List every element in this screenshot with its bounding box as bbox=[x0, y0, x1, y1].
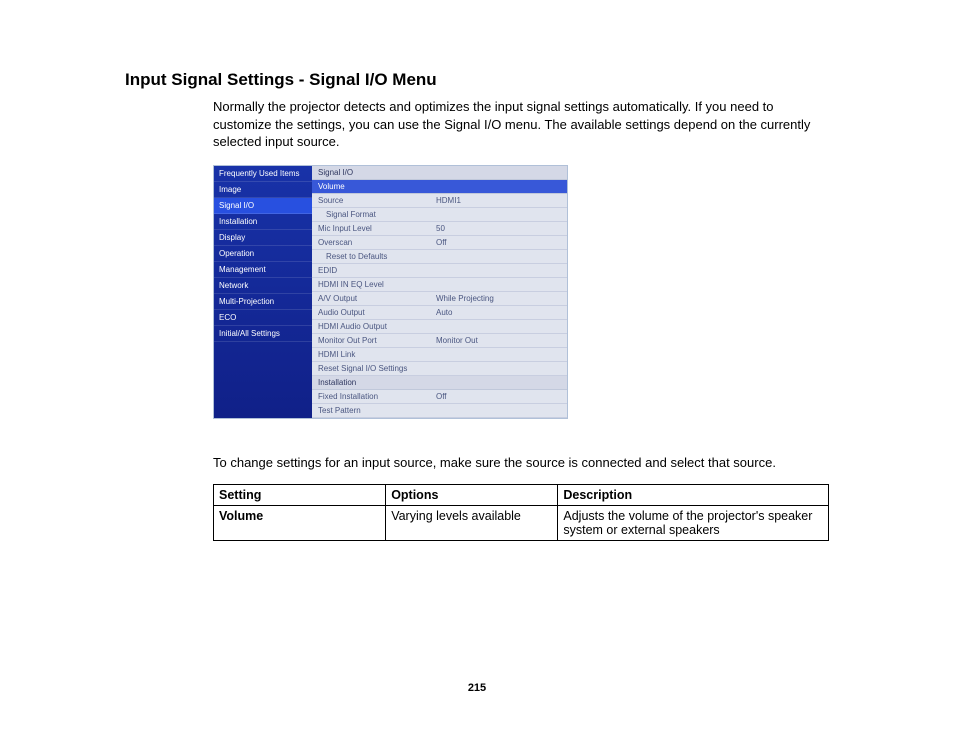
menu-row: OverscanOff bbox=[312, 236, 567, 250]
table-header-row: Setting Options Description bbox=[214, 484, 829, 505]
menu-row-label: Audio Output bbox=[318, 308, 436, 317]
page-number: 215 bbox=[0, 682, 954, 694]
sidebar-item: Image bbox=[214, 182, 312, 198]
section-header: Signal I/O bbox=[312, 166, 567, 180]
menu-row: Audio OutputAuto bbox=[312, 306, 567, 320]
table-cell-options: Varying levels available bbox=[386, 505, 558, 540]
menu-row: HDMI IN EQ Level bbox=[312, 278, 567, 292]
table-header: Description bbox=[558, 484, 829, 505]
menu-row-label: HDMI IN EQ Level bbox=[318, 280, 436, 289]
menu-row-label: HDMI Link bbox=[318, 350, 436, 359]
menu-row-value: Off bbox=[436, 392, 567, 401]
sidebar-item: Management bbox=[214, 262, 312, 278]
menu-row: Mic Input Level50 bbox=[312, 222, 567, 236]
menu-row-value: 50 bbox=[436, 224, 567, 233]
menu-row-label: Fixed Installation bbox=[318, 392, 436, 401]
menu-row-value: Monitor Out bbox=[436, 336, 567, 345]
table-row: VolumeVarying levels availableAdjusts th… bbox=[214, 505, 829, 540]
menu-row-label: Reset to Defaults bbox=[318, 252, 436, 261]
section-header: Installation bbox=[312, 376, 567, 390]
menu-row: Monitor Out PortMonitor Out bbox=[312, 334, 567, 348]
menu-row-label: HDMI Audio Output bbox=[318, 322, 436, 331]
menu-row-label: Signal Format bbox=[318, 210, 436, 219]
sidebar-item: Installation bbox=[214, 214, 312, 230]
menu-sidebar: Frequently Used ItemsImageSignal I/OInst… bbox=[214, 166, 312, 418]
menu-row-label: Monitor Out Port bbox=[318, 336, 436, 345]
menu-row: Reset Signal I/O Settings bbox=[312, 362, 567, 376]
menu-row-value bbox=[436, 252, 567, 261]
sidebar-item: Frequently Used Items bbox=[214, 166, 312, 182]
menu-row: EDID bbox=[312, 264, 567, 278]
sidebar-item: Signal I/O bbox=[214, 198, 312, 214]
table-header: Setting bbox=[214, 484, 386, 505]
menu-row: SourceHDMI1 bbox=[312, 194, 567, 208]
menu-row-label: A/V Output bbox=[318, 294, 436, 303]
sidebar-item: Operation bbox=[214, 246, 312, 262]
sidebar-item: Display bbox=[214, 230, 312, 246]
menu-row-value: HDMI1 bbox=[436, 196, 567, 205]
menu-row: HDMI Link bbox=[312, 348, 567, 362]
table-cell-description: Adjusts the volume of the projector's sp… bbox=[558, 505, 829, 540]
menu-screenshot: Frequently Used ItemsImageSignal I/OInst… bbox=[213, 165, 568, 419]
menu-row-value bbox=[436, 280, 567, 289]
menu-row: Fixed InstallationOff bbox=[312, 390, 567, 404]
table-cell-setting: Volume bbox=[214, 505, 386, 540]
page-heading: Input Signal Settings - Signal I/O Menu bbox=[125, 70, 829, 90]
menu-row-value bbox=[436, 266, 567, 275]
sidebar-item: Initial/All Settings bbox=[214, 326, 312, 342]
menu-row-value: Auto bbox=[436, 308, 567, 317]
intro-text: Normally the projector detects and optim… bbox=[213, 98, 829, 151]
menu-row-value: While Projecting bbox=[436, 294, 567, 303]
menu-row-value bbox=[436, 210, 567, 219]
menu-row-label: EDID bbox=[318, 266, 436, 275]
menu-main-panel: Signal I/O Volume SourceHDMI1Signal Form… bbox=[312, 166, 567, 418]
menu-row-label: Test Pattern bbox=[318, 406, 436, 415]
menu-row-value bbox=[436, 322, 567, 331]
menu-row: Test Pattern bbox=[312, 404, 567, 418]
menu-row-label: Source bbox=[318, 196, 436, 205]
menu-row: Reset to Defaults bbox=[312, 250, 567, 264]
menu-row: A/V OutputWhile Projecting bbox=[312, 292, 567, 306]
menu-row-value bbox=[436, 406, 567, 415]
selected-row: Volume bbox=[312, 180, 567, 194]
menu-row: HDMI Audio Output bbox=[312, 320, 567, 334]
menu-row-label: Mic Input Level bbox=[318, 224, 436, 233]
settings-table: Setting Options Description VolumeVaryin… bbox=[213, 484, 829, 541]
menu-row-value bbox=[436, 364, 567, 373]
table-header: Options bbox=[386, 484, 558, 505]
menu-row-value bbox=[436, 350, 567, 359]
sidebar-item: ECO bbox=[214, 310, 312, 326]
menu-row-value: Off bbox=[436, 238, 567, 247]
note-text: To change settings for an input source, … bbox=[213, 455, 829, 470]
menu-row-label: Overscan bbox=[318, 238, 436, 247]
menu-row-label: Reset Signal I/O Settings bbox=[318, 364, 436, 373]
sidebar-item: Multi-Projection bbox=[214, 294, 312, 310]
sidebar-item: Network bbox=[214, 278, 312, 294]
menu-row: Signal Format bbox=[312, 208, 567, 222]
